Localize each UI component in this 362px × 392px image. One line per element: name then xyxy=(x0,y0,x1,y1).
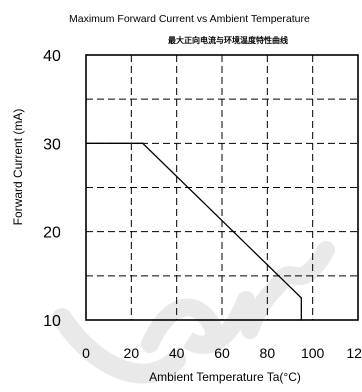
data-point xyxy=(141,142,144,145)
y-tick-label: 10 xyxy=(43,313,61,330)
watermark xyxy=(52,241,335,384)
data-point xyxy=(85,142,87,145)
x-tick-label: 60 xyxy=(214,345,230,361)
x-tick-label: 40 xyxy=(169,345,185,361)
series-line xyxy=(86,142,302,320)
y-tick-label: 30 xyxy=(43,136,61,153)
y-tick-label: 20 xyxy=(43,225,61,242)
x-tick-label: 80 xyxy=(260,345,276,361)
axes xyxy=(85,54,359,321)
chart-title: Maximum Forward Current vs Ambient Tempe… xyxy=(69,13,310,25)
x-axis-label: Ambient Temperature Ta(°C) xyxy=(149,370,301,384)
x-tick-label: 20 xyxy=(124,345,140,361)
plot-frame xyxy=(85,54,359,321)
y-tick-label: 40 xyxy=(43,48,61,65)
data-point xyxy=(300,297,303,299)
y-axis-label: Forward Current (mA) xyxy=(11,109,25,226)
series xyxy=(85,142,303,321)
data-point xyxy=(300,319,303,321)
x-tick-label: 0 xyxy=(82,345,90,361)
x-tick-label: 100 xyxy=(301,345,325,361)
x-tick-label: 120 xyxy=(346,345,362,361)
labels: Maximum Forward Current vs Ambient Tempe… xyxy=(11,13,362,384)
grid xyxy=(86,55,358,320)
chart-subtitle: 最大正向电流与环境温度特性曲线 xyxy=(168,35,288,45)
